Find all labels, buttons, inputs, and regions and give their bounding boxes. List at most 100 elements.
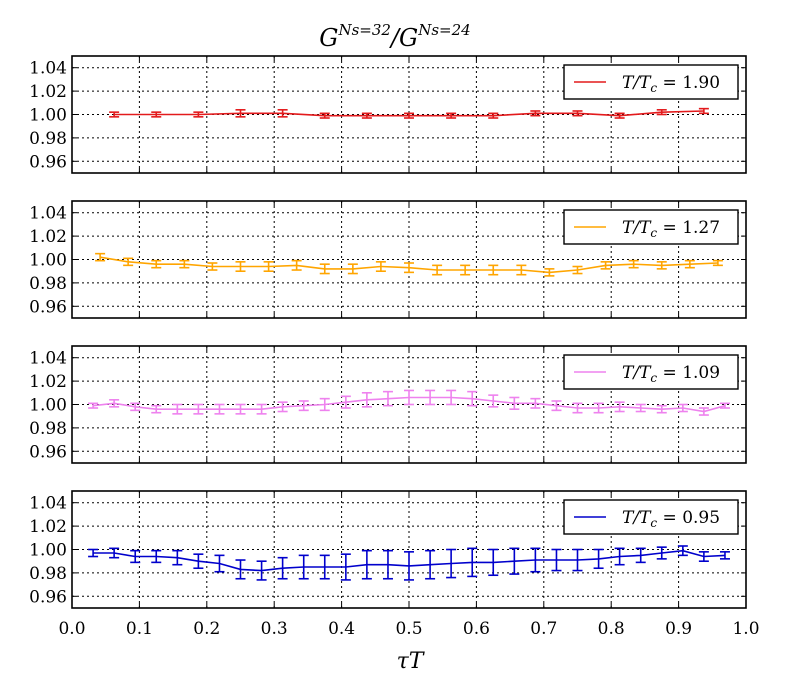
error-bar [298,400,309,412]
y-tick-label: 1.00 [29,396,67,416]
error-bar [698,107,709,115]
legend-label: T/Tc = 1.90 [622,73,720,95]
error-bar [319,263,330,275]
error-bar [130,402,141,412]
error-bar [656,261,667,270]
legend-label-sub: c [650,371,657,385]
error-bar [530,547,541,573]
error-bar [404,389,414,406]
legend-label-value: = 1.27 [657,218,720,238]
error-bar [530,110,541,117]
error-bar [375,261,386,273]
error-bar [572,110,583,117]
error-bar [151,404,162,414]
x-tick-label: 0.5 [395,619,422,639]
y-tick-label: 0.98 [29,419,67,439]
x-tick-label: 0.3 [261,619,288,639]
legend-label-main: T/T [622,363,652,383]
error-bar [684,259,695,269]
legend-label-sub: c [650,226,657,240]
error-bar [319,554,330,580]
error-bar [382,549,393,580]
error-bar [572,548,583,572]
error-bar [172,549,183,566]
y-tick-label: 1.02 [29,82,67,102]
y-tick-label: 0.96 [29,297,67,317]
legend-label: T/Tc = 1.27 [622,218,720,240]
legend: T/Tc = 1.27 [563,209,739,245]
error-bar [193,553,204,570]
error-bar [88,402,99,409]
error-bar [291,259,302,271]
error-bar [235,403,246,415]
legend-label-value: = 0.95 [657,508,720,528]
error-bar [488,112,499,119]
panel-frame [71,490,747,609]
error-bar [193,111,204,118]
error-bar [361,549,372,580]
legend-label-main: T/T [622,73,652,93]
legend-label: T/Tc = 1.09 [622,363,720,385]
y-tick-label: 1.02 [29,227,67,247]
y-tick-label: 1.04 [29,59,67,79]
error-bar [516,264,527,276]
x-tick-label: 0.6 [463,619,490,639]
y-tick-label: 1.04 [29,349,67,369]
x-axis-label: τT [397,649,426,674]
error-bar [544,268,555,277]
title-sup-2: Ns=24 [417,21,470,39]
panel-frame [71,55,747,174]
error-bar [467,547,478,578]
x-tick-label: 0.9 [665,619,692,639]
error-bar [130,549,141,564]
error-bar [460,264,471,276]
error-bar [151,259,162,269]
error-bar [214,403,225,415]
x-tick-label: 0.1 [126,619,153,639]
error-bar [382,390,393,407]
error-bar [151,111,162,118]
title-base-2: G [399,24,418,52]
legend-label-main: T/T [622,218,652,238]
error-bar [361,391,372,408]
error-bar [123,257,134,267]
error-bar [235,109,246,118]
title-separator: / [389,24,402,52]
error-bar [179,259,190,269]
error-bar [467,390,478,407]
error-bar [614,112,625,119]
error-bar [488,548,499,577]
title-sup-1: Ns=32 [337,21,390,39]
error-bar [551,400,562,412]
error-bar [298,554,309,580]
error-bar [635,403,646,413]
error-bar [635,547,646,564]
error-bar [656,404,667,414]
error-bar [551,548,562,572]
y-tick-label: 1.00 [29,541,67,561]
error-bar [425,389,436,406]
panel-frame [71,345,747,464]
legend-label-sub: c [650,81,657,95]
error-bar [340,395,351,409]
error-bar [95,252,106,262]
error-bar [446,389,457,406]
error-bar [530,397,541,409]
y-tick-label: 1.04 [29,494,67,514]
error-bar [214,554,225,573]
legend: T/Tc = 1.09 [563,354,739,390]
error-bar [207,262,218,271]
error-bar [593,548,604,570]
y-tick-label: 1.00 [29,106,67,126]
error-bar [446,548,457,579]
error-bar [151,549,162,564]
error-bar [509,396,520,410]
error-bar [677,403,688,413]
error-bar [677,545,688,557]
error-bar [712,259,723,267]
error-bar [277,401,288,413]
y-tick-label: 0.96 [29,587,67,607]
error-bar [109,111,120,118]
error-bar [235,559,246,580]
